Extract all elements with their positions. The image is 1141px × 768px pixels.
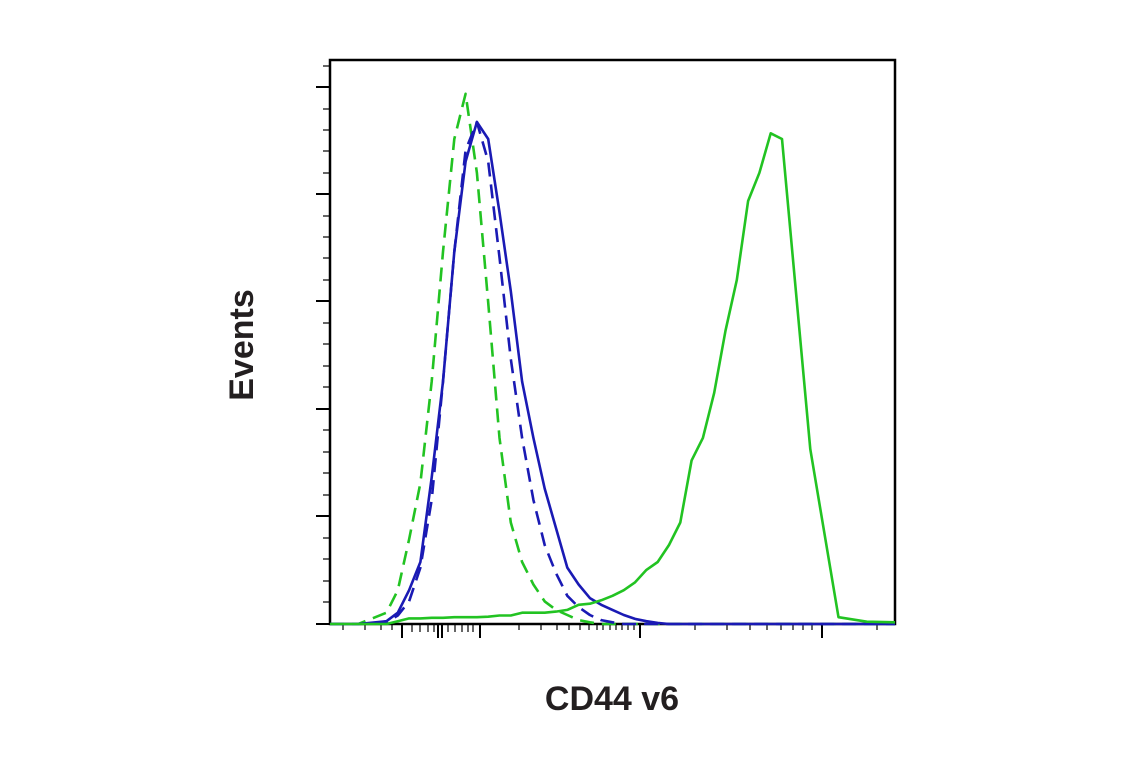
histogram-line bbox=[330, 92, 895, 626]
histogram-line bbox=[330, 120, 895, 626]
y-ticks bbox=[316, 65, 330, 625]
y-axis-label: Events bbox=[223, 289, 261, 401]
histogram-lines bbox=[330, 92, 896, 626]
plot-frame bbox=[328, 58, 897, 626]
histogram-line bbox=[330, 120, 895, 626]
x-ticks bbox=[342, 624, 878, 638]
histogram-line bbox=[330, 132, 896, 626]
x-axis-label: CD44 v6 bbox=[545, 680, 679, 718]
